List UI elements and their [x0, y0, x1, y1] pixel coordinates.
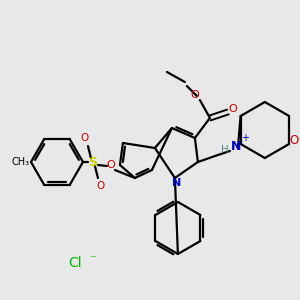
Text: H: H: [221, 145, 229, 155]
Text: N: N: [231, 140, 241, 152]
Text: N: N: [172, 178, 182, 188]
Text: O: O: [81, 133, 89, 143]
Text: ⁻: ⁻: [90, 254, 96, 266]
Text: O: O: [229, 104, 237, 114]
Text: O: O: [97, 181, 105, 191]
Text: Cl: Cl: [68, 256, 82, 270]
Text: O: O: [290, 134, 299, 148]
Text: O: O: [106, 160, 115, 170]
Text: O: O: [190, 90, 199, 100]
Text: CH₃: CH₃: [12, 157, 30, 167]
Text: S: S: [88, 155, 98, 169]
Text: +: +: [241, 133, 249, 143]
